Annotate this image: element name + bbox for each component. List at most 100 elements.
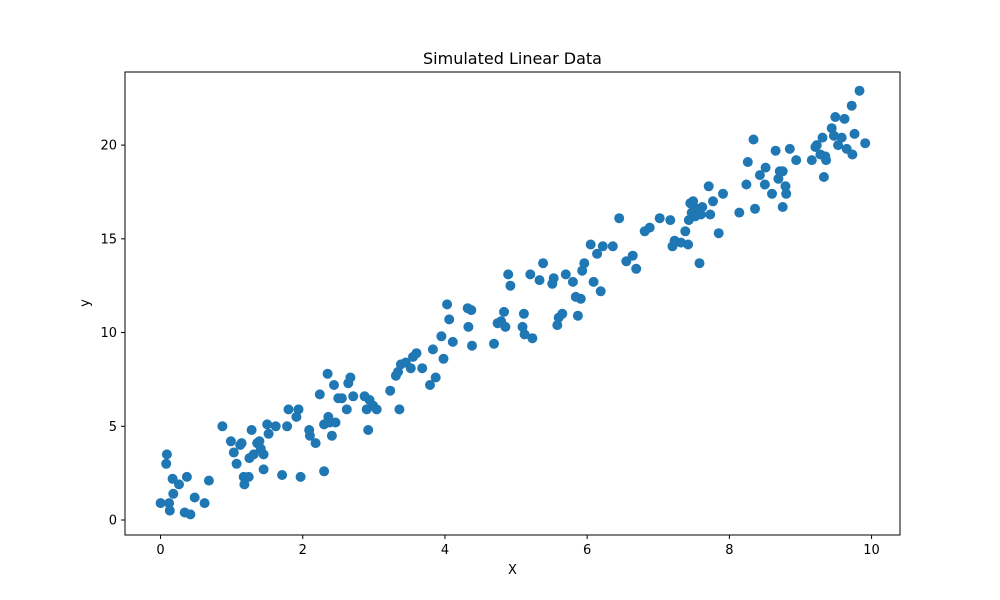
data-point bbox=[463, 321, 474, 332]
data-point bbox=[665, 215, 676, 226]
data-point bbox=[336, 393, 347, 404]
x-tick-label: 10 bbox=[863, 543, 880, 558]
data-point bbox=[442, 299, 453, 310]
data-point bbox=[246, 425, 257, 435]
data-point bbox=[330, 417, 341, 428]
data-point bbox=[846, 100, 857, 111]
data-point bbox=[567, 276, 578, 287]
data-point bbox=[683, 239, 694, 250]
data-point bbox=[697, 202, 708, 212]
data-point bbox=[688, 196, 699, 207]
data-point bbox=[436, 331, 447, 342]
data-point bbox=[505, 280, 516, 291]
data-point bbox=[393, 366, 403, 377]
data-point bbox=[597, 241, 608, 252]
y-tick-label: 0 bbox=[109, 514, 117, 529]
data-point bbox=[538, 258, 549, 269]
data-point bbox=[839, 113, 850, 124]
data-point bbox=[781, 188, 792, 199]
data-point bbox=[503, 269, 514, 280]
data-point bbox=[199, 498, 210, 509]
data-point bbox=[427, 344, 438, 355]
data-point bbox=[557, 308, 568, 319]
data-point bbox=[164, 505, 175, 516]
data-point bbox=[270, 421, 281, 432]
data-point bbox=[263, 428, 274, 439]
y-axis: 0 5 10 15 20 bbox=[100, 139, 125, 529]
x-tick-label: 8 bbox=[725, 543, 733, 558]
data-point bbox=[411, 348, 422, 359]
data-point bbox=[282, 421, 293, 432]
data-point bbox=[560, 269, 571, 280]
data-point bbox=[239, 479, 250, 490]
data-point bbox=[826, 123, 837, 134]
data-point bbox=[155, 498, 166, 509]
data-point bbox=[607, 241, 618, 252]
data-point bbox=[164, 498, 175, 509]
data-point bbox=[310, 438, 321, 449]
data-point bbox=[438, 353, 449, 364]
data-point bbox=[417, 363, 428, 374]
data-point bbox=[595, 286, 606, 297]
data-point bbox=[767, 188, 777, 199]
data-point bbox=[225, 436, 236, 447]
data-point bbox=[394, 404, 405, 415]
data-point bbox=[189, 492, 200, 503]
data-point bbox=[718, 188, 728, 199]
data-point bbox=[860, 138, 871, 149]
data-point bbox=[283, 404, 294, 415]
data-point bbox=[854, 85, 865, 96]
data-point bbox=[713, 228, 724, 239]
data-point bbox=[295, 471, 306, 482]
data-point bbox=[161, 458, 172, 469]
data-point bbox=[248, 449, 259, 460]
data-point bbox=[754, 170, 765, 181]
x-tick-label: 4 bbox=[441, 543, 449, 558]
data-point bbox=[254, 436, 265, 447]
x-axis-label: X bbox=[508, 563, 517, 578]
data-point bbox=[833, 140, 844, 151]
data-point bbox=[750, 203, 760, 214]
y-tick-label: 10 bbox=[100, 326, 117, 341]
data-point bbox=[708, 196, 718, 207]
data-point bbox=[430, 372, 441, 383]
data-point bbox=[329, 380, 339, 390]
data-point bbox=[228, 447, 239, 458]
chart-title: Simulated Linear Data bbox=[423, 49, 602, 68]
data-point bbox=[304, 430, 315, 441]
data-point bbox=[534, 275, 545, 286]
data-point bbox=[759, 179, 770, 190]
data-point bbox=[588, 276, 599, 287]
data-point bbox=[585, 239, 596, 250]
data-point bbox=[680, 226, 691, 237]
data-point bbox=[830, 112, 841, 122]
y-tick-label: 20 bbox=[100, 139, 117, 154]
y-axis-label: y bbox=[78, 299, 93, 307]
data-point bbox=[517, 321, 528, 332]
data-point bbox=[780, 181, 791, 192]
data-point bbox=[806, 155, 817, 166]
data-point bbox=[322, 368, 333, 379]
data-point bbox=[777, 166, 788, 177]
data-point bbox=[703, 181, 714, 192]
data-point bbox=[231, 458, 242, 469]
data-point bbox=[552, 320, 563, 331]
data-point bbox=[425, 380, 435, 390]
data-point bbox=[499, 306, 509, 317]
data-point bbox=[627, 250, 638, 261]
data-point bbox=[345, 372, 356, 383]
data-point bbox=[447, 336, 458, 347]
data-point bbox=[243, 471, 254, 482]
data-point bbox=[363, 425, 374, 435]
data-point bbox=[174, 479, 184, 490]
data-point bbox=[847, 149, 858, 160]
x-axis: 0 2 4 6 8 10 bbox=[156, 535, 880, 558]
data-point bbox=[760, 162, 771, 173]
data-point bbox=[467, 340, 477, 351]
data-point bbox=[592, 248, 603, 259]
data-point bbox=[811, 140, 822, 151]
data-point bbox=[236, 438, 247, 449]
data-point bbox=[518, 308, 529, 319]
data-point bbox=[654, 213, 665, 224]
